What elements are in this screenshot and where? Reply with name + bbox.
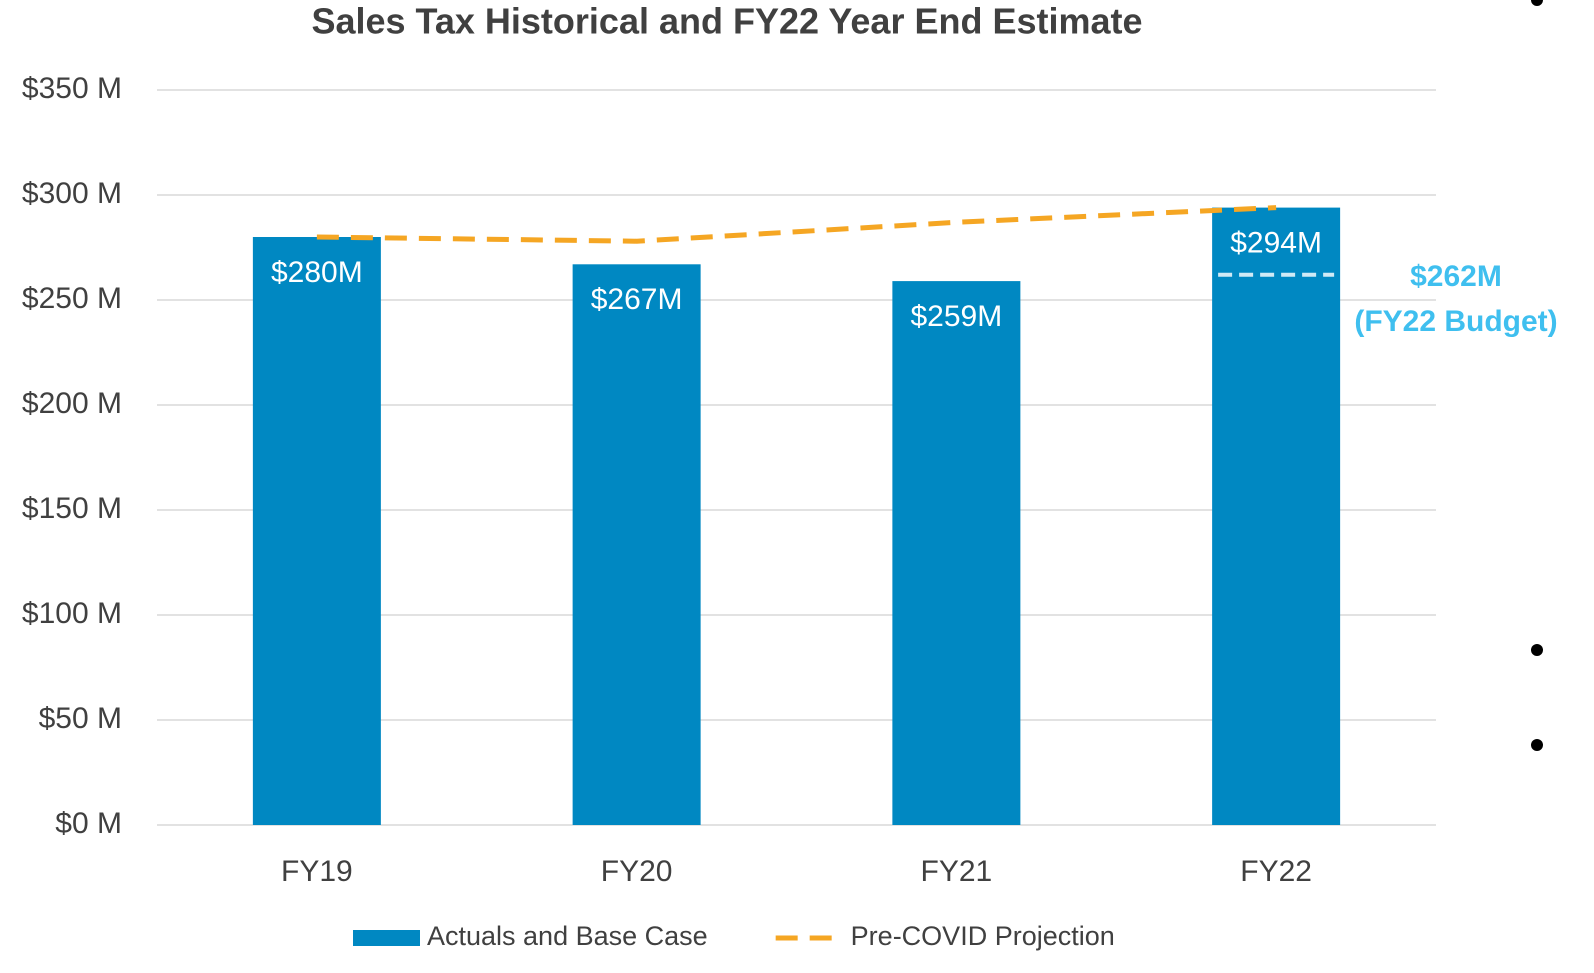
data-label: $259M: [911, 300, 1003, 333]
legend-label: Pre-COVID Projection: [851, 921, 1115, 951]
y-tick-label: $100 M: [22, 597, 122, 630]
annotation-text: (FY22 Budget): [1354, 305, 1557, 338]
bar: [572, 264, 701, 825]
bar: [892, 281, 1021, 826]
data-label: $267M: [591, 283, 683, 316]
x-tick-label: FY19: [281, 855, 353, 888]
y-tick-label: $300 M: [22, 177, 122, 210]
annotation-label: $262M: [1410, 260, 1502, 293]
y-tick-label: $200 M: [22, 387, 122, 420]
x-tick-label: FY22: [1240, 855, 1312, 888]
y-tick-label: $350 M: [22, 72, 122, 105]
bullet: [1531, 739, 1543, 751]
legend-swatch: [353, 930, 420, 946]
bar: [1212, 207, 1341, 826]
data-label: $280M: [271, 256, 363, 289]
line: [316, 205, 1277, 244]
x-tick-label: FY20: [601, 855, 673, 888]
chart-title: Sales Tax Historical and FY22 Year End E…: [311, 1, 1142, 42]
legend-label: Actuals and Base Case: [427, 921, 708, 951]
bullet: [1531, 0, 1543, 6]
x-tick-label: FY21: [921, 855, 993, 888]
bar: [252, 237, 381, 825]
y-tick-label: $150 M: [22, 492, 122, 525]
y-tick-label: $50 M: [39, 702, 122, 735]
y-tick-label: $0 M: [55, 807, 122, 840]
data-label: $294M: [1230, 227, 1322, 260]
y-tick-label: $250 M: [22, 282, 122, 315]
bullet: [1531, 644, 1543, 656]
